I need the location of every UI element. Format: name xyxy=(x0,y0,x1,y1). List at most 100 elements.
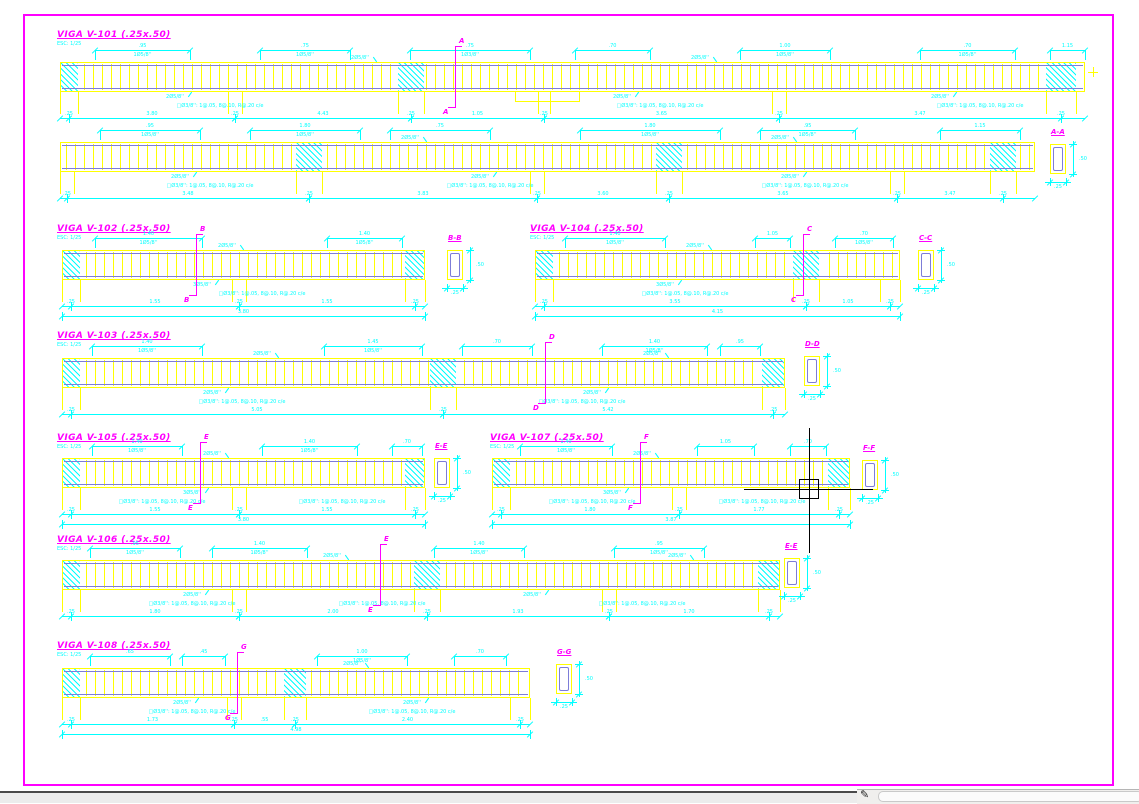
bottom-rebar-line xyxy=(64,586,778,587)
beam-title: VIGA V-107 (.25x.50) xyxy=(490,433,604,443)
column-stub xyxy=(990,172,991,194)
stirrup-tick xyxy=(203,670,204,696)
stirrup-tick xyxy=(966,64,967,90)
stirrup-tick xyxy=(775,252,776,278)
stirrup-tick xyxy=(293,360,294,386)
stirrup-tick xyxy=(192,64,193,90)
top-dim-label: .95 xyxy=(803,123,812,129)
stirrup-tick xyxy=(444,144,445,170)
section-dim-line xyxy=(1045,182,1071,183)
section-cut-letter: E xyxy=(384,535,389,543)
stirrup-tick xyxy=(84,64,85,90)
stirrup-tick xyxy=(606,144,607,170)
section-cut-flag xyxy=(189,295,197,296)
stirrup-tick xyxy=(464,360,465,386)
stirrup-tick xyxy=(534,144,535,170)
stirrup-tick xyxy=(518,360,519,386)
stirrup-tick xyxy=(221,252,222,278)
stirrup-tick xyxy=(383,670,384,696)
column-stub xyxy=(425,488,426,510)
stirrup-tick xyxy=(138,64,139,90)
stirrup-tick xyxy=(401,360,402,386)
section-detail-outline xyxy=(804,356,820,386)
top-dim-label: .70 xyxy=(493,339,501,345)
stirrup-tick xyxy=(455,562,456,588)
stirrup-tick xyxy=(230,360,231,386)
support-dim-label: .25 xyxy=(540,111,548,117)
column-stub xyxy=(682,172,683,194)
stirrup-spec: □Ø3/8'': 1@.05, 8@.10, R@.20 c/e xyxy=(176,103,264,109)
stirrup-tick xyxy=(552,64,553,90)
stirrup-tick xyxy=(266,252,267,278)
beam-title: VIGA V-106 (.25x.50) xyxy=(57,535,171,545)
rebar-callout: 1Ø5/8'' xyxy=(641,132,659,138)
span-dim-label: 5.42 xyxy=(602,407,614,413)
column-stub xyxy=(246,280,247,302)
top-dim-label: 1.40 xyxy=(142,231,155,237)
stirrup-tick xyxy=(669,64,670,90)
stirrup-tick xyxy=(293,460,294,486)
column-stub xyxy=(62,590,63,612)
dim-ext xyxy=(575,50,576,60)
section-cut-letter: C xyxy=(791,296,797,304)
column-stub xyxy=(405,280,406,302)
stirrup-spec: □Ø3/8'': 1@.05, 8@.10, R@.20 c/e xyxy=(148,709,236,715)
dim-line-total xyxy=(62,734,530,735)
stirrup-tick xyxy=(122,360,123,386)
stirrup-tick xyxy=(212,562,213,588)
dim-line-top xyxy=(392,446,422,447)
stirrup-tick xyxy=(410,670,411,696)
column-stub xyxy=(440,590,441,612)
horizontal-scrollbar[interactable] xyxy=(878,791,1139,802)
stirrup-tick xyxy=(975,64,976,90)
beam-scale-label: ESC: 1/25 xyxy=(57,546,82,552)
stirrup-tick xyxy=(282,144,283,170)
stirrup-tick xyxy=(282,64,283,90)
span-dim-label: 1.93 xyxy=(512,609,524,615)
stirrup-tick xyxy=(158,562,159,588)
stirrup-tick xyxy=(752,360,753,386)
dim-line-bottom xyxy=(62,306,425,307)
stirrup-tick xyxy=(311,360,312,386)
span-dim-label: 1.80 xyxy=(149,609,161,615)
stirrup-tick xyxy=(831,64,832,90)
stirrup-tick xyxy=(626,562,627,588)
dim-ext xyxy=(180,548,181,558)
stirrup-tick xyxy=(203,562,204,588)
support-dim-label: .25 xyxy=(533,191,541,197)
stirrup-tick xyxy=(518,562,519,588)
rebar-callout: 2Ø5/8'' xyxy=(253,351,271,357)
stirrup-tick xyxy=(95,670,96,696)
rebar-callout: 1Ø5/8'' xyxy=(776,52,794,58)
rebar-callout: 3Ø5/8'' xyxy=(603,490,621,496)
section-cut-flag xyxy=(455,46,462,47)
section-cut-letter: E xyxy=(204,433,209,441)
top-dim-label: .65 xyxy=(126,649,134,655)
column-stub xyxy=(602,590,603,612)
dim-line-top xyxy=(410,50,530,51)
dim-ext xyxy=(434,548,435,558)
stirrup-tick xyxy=(509,562,510,588)
stirrup-tick xyxy=(120,144,121,170)
stirrup-tick xyxy=(840,144,841,170)
top-dim-label: 1.40 xyxy=(303,439,316,445)
dim-ext xyxy=(893,238,894,248)
stirrup-tick xyxy=(266,460,267,486)
stirrup-tick xyxy=(662,360,663,386)
dim-line-top xyxy=(565,238,665,239)
stirrup-tick xyxy=(365,670,366,696)
stirrup-tick xyxy=(795,460,796,486)
dim-line-top xyxy=(92,446,182,447)
dim-line-top xyxy=(1050,50,1085,51)
stirrup-tick xyxy=(464,670,465,696)
section-stirrup xyxy=(865,463,875,487)
column-stub xyxy=(62,388,63,410)
stirrup-tick xyxy=(563,562,564,588)
section-cut-letter: F xyxy=(628,504,633,512)
stirrup-tick xyxy=(113,460,114,486)
dim-ext xyxy=(202,346,203,356)
stirrup-tick xyxy=(158,460,159,486)
dim-ext xyxy=(225,656,226,666)
beam-title: VIGA V-102 (.25x.50) xyxy=(57,224,171,234)
